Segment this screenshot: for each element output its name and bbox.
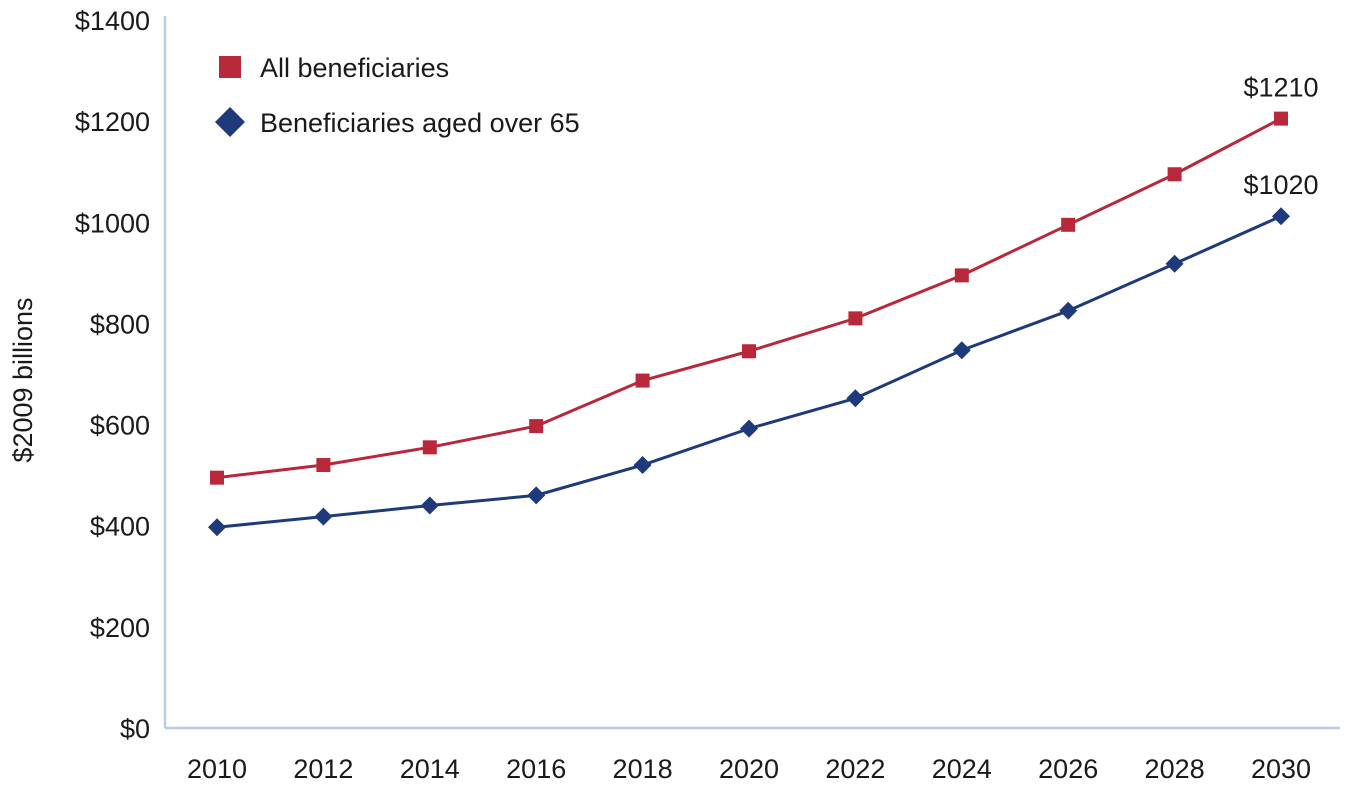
x-tick-label: 2012 [293, 754, 353, 784]
data-point [1274, 111, 1288, 126]
y-tick-label: $400 [90, 512, 150, 542]
legend: All beneficiaries Beneficiaries aged over… [215, 53, 580, 138]
legend-marker [219, 56, 241, 78]
data-point [633, 456, 652, 475]
data-point [848, 311, 863, 326]
data-point [1165, 254, 1184, 273]
x-tick-label: 2020 [719, 754, 779, 784]
data-point [742, 344, 756, 359]
axes [163, 16, 1340, 730]
x-tick-label: 2024 [932, 754, 992, 784]
data-point [527, 486, 546, 505]
x-tick-label: 2026 [1038, 754, 1098, 784]
x-tick-labels: 2010 2012 2014 2016 2018 2020 2022 2024 2026 2028… [187, 754, 1311, 784]
x-tick-label: 2018 [613, 754, 673, 784]
series-line [216, 214, 1282, 529]
x-tick-label: 2016 [506, 754, 566, 784]
data-point [210, 470, 224, 485]
y-tick-label: $200 [90, 613, 150, 643]
data-point [422, 440, 437, 455]
data-point [740, 419, 758, 438]
series-layer: $1210 $1020 [208, 73, 1319, 537]
y-tick-label: $800 [90, 309, 150, 339]
series-all-beneficiaries: $1210 [210, 73, 1319, 485]
data-point [420, 496, 439, 515]
y-tick-label: $0 [120, 714, 150, 744]
data-point [1061, 217, 1076, 232]
data-point [952, 341, 971, 360]
data-point [1272, 207, 1290, 226]
data-point [1167, 167, 1182, 182]
data-point [846, 389, 865, 408]
x-tick-label: 2028 [1145, 754, 1205, 784]
x-tick-label: 2030 [1251, 754, 1311, 784]
legend-label: Beneficiaries aged over 65 [260, 108, 580, 138]
y-tick-label: $1200 [75, 107, 150, 137]
x-tick-label: 2010 [187, 754, 247, 784]
legend-label: All beneficiaries [260, 53, 449, 83]
y-tick-labels: $0 $200 $400 $600 $800 $1000 $1200 $1400 [75, 6, 150, 744]
x-tick-label: 2022 [825, 754, 885, 784]
data-label: $1210 [1243, 73, 1318, 103]
data-point [208, 518, 226, 537]
y-axis-label: $2009 billions [8, 297, 38, 462]
data-point [635, 373, 650, 388]
y-tick-label: $600 [90, 411, 150, 441]
y-tick-label: $1000 [75, 208, 150, 238]
data-point [314, 507, 333, 526]
x-tick-label: 2014 [400, 754, 460, 784]
legend-marker [215, 107, 245, 137]
data-point [954, 268, 969, 283]
data-label: $1020 [1243, 170, 1318, 200]
y-tick-label: $1400 [75, 6, 150, 36]
data-point [529, 419, 544, 434]
data-point [316, 458, 331, 473]
data-point [1059, 301, 1078, 320]
series-beneficiaries-over-65: $1020 [208, 170, 1319, 537]
